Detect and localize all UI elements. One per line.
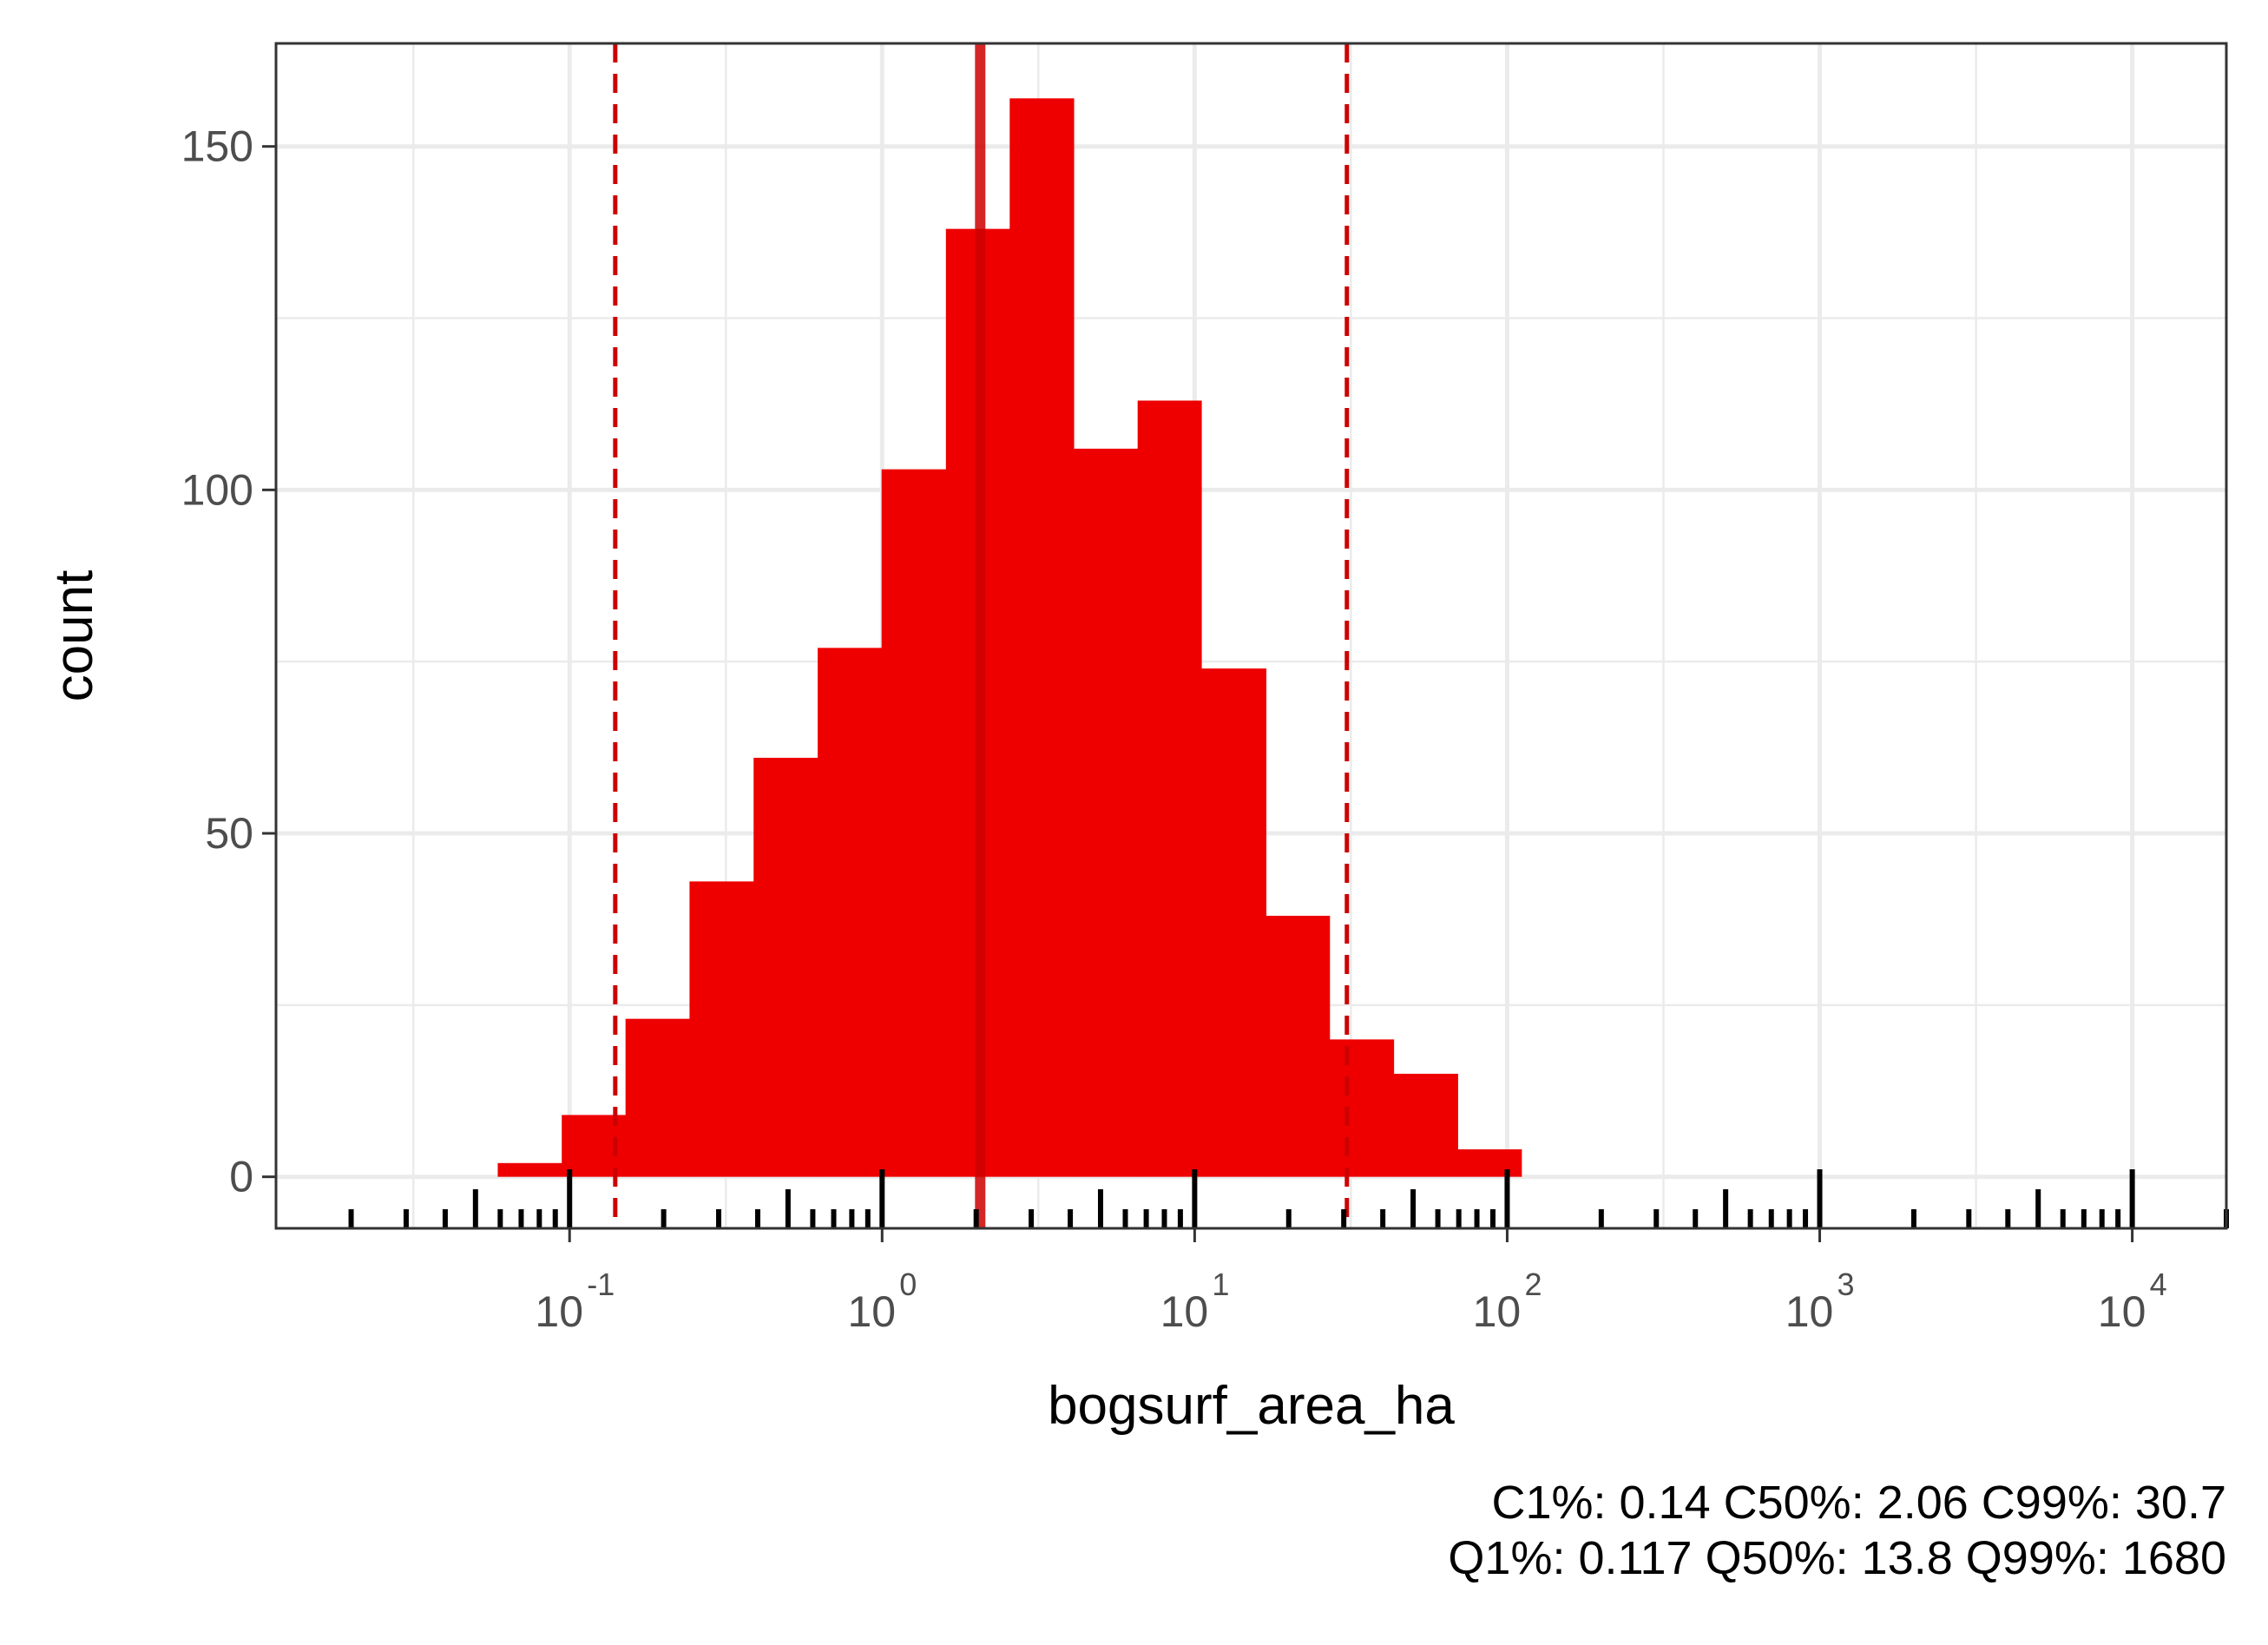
x-tick-exponent: 0 [899,1267,917,1302]
histogram-bar [1329,1039,1395,1177]
x-axis-title: bogsurf_area_ha [1048,1376,1455,1436]
x-tick-exponent: 2 [1524,1267,1542,1302]
x-tick-label: 10 [2098,1287,2146,1336]
histogram-bar [1073,448,1139,1177]
panel-border [274,42,2228,1230]
histogram-bar [753,757,818,1177]
caption-line-2: Q1%: 0.117 Q50%: 13.8 Q99%: 1680 [1448,1532,2226,1584]
histogram-bar [1009,98,1075,1177]
x-tick-exponent: 1 [1212,1267,1229,1302]
histogram-bar [1265,915,1331,1177]
histogram-bar [625,1018,691,1177]
y-tick-label: 100 [181,465,253,514]
x-tick-label: 10 [847,1287,896,1336]
histogram-bar [1137,400,1202,1177]
quantile-caption: C1%: 0.14 C50%: 2.06 C99%: 30.7 Q1%: 0.1… [1448,1476,2226,1585]
y-tick-label: 50 [205,809,253,858]
histogram-bar [1393,1073,1458,1177]
histogram-bar [818,648,883,1177]
caption-line-1: C1%: 0.14 C50%: 2.06 C99%: 30.7 [1491,1477,2226,1529]
x-tick-exponent: 4 [2150,1267,2167,1302]
histogram-bar [1457,1149,1522,1177]
x-tick-exponent: 3 [1837,1267,1855,1302]
y-tick-label: 0 [229,1153,253,1201]
x-tick-label: 10 [535,1287,583,1336]
y-tick-label: 150 [181,122,253,171]
x-tick-label: 10 [1160,1287,1209,1336]
histogram-bars [497,98,1522,1177]
x-tick-exponent: -1 [587,1267,615,1302]
x-tick-label: 10 [1785,1287,1834,1336]
histogram-bar [689,881,754,1177]
y-axis-title: count [44,570,104,702]
reference-lines [613,43,1350,1228]
x-tick-label: 10 [1473,1287,1522,1336]
log-tick-rug [348,1169,2229,1228]
histogram-bar [881,469,947,1177]
histogram-bar [1201,668,1267,1177]
grid-lines [276,43,2226,1228]
y-axis: 0 50 100 150 [181,122,276,1201]
histogram-bar [497,1162,562,1177]
